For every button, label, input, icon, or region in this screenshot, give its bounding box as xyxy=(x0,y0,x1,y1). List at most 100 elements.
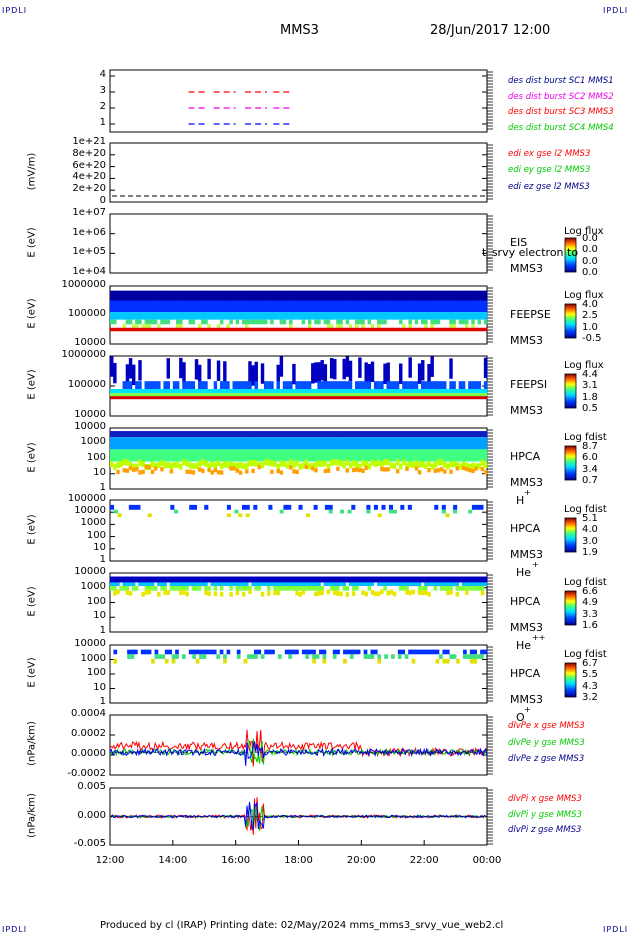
spectrogram-cell xyxy=(363,654,368,659)
spectrogram-cell xyxy=(144,582,148,586)
spectrogram-cell xyxy=(251,300,255,313)
spectrogram-cell xyxy=(216,324,221,328)
spectrogram-cell xyxy=(446,312,450,320)
spectrogram-cell xyxy=(270,576,274,583)
spectrogram-cell xyxy=(201,381,205,389)
spectrogram-cell xyxy=(355,290,359,301)
spectrogram-cell xyxy=(367,585,372,591)
spectrogram-cell xyxy=(392,576,397,583)
spectrogram-cell xyxy=(197,364,202,386)
spectrogram-cell xyxy=(317,327,321,332)
spectrogram-cell xyxy=(339,312,343,320)
spectrogram-cell xyxy=(219,290,224,301)
spectrogram-cell xyxy=(449,393,453,397)
p5-spacecraft: MMS3 xyxy=(510,404,543,417)
spectrogram-cell xyxy=(166,449,170,462)
spectrogram-cell xyxy=(414,319,419,325)
spectrogram-cell xyxy=(452,396,456,400)
spectrogram-cell xyxy=(204,431,208,438)
spectrogram-cell xyxy=(172,381,177,389)
gradient-trace xyxy=(109,738,488,765)
spectrogram-cell xyxy=(304,576,309,583)
spectrogram-cell xyxy=(128,312,133,320)
spectrogram-cell xyxy=(282,312,287,320)
spectrogram-cell xyxy=(301,582,306,586)
spectrogram-cell xyxy=(147,324,152,328)
spectrogram-cell xyxy=(131,300,136,313)
spectrogram-cell xyxy=(443,312,447,320)
spectrogram-cell xyxy=(458,381,463,389)
spectrogram-cell xyxy=(424,590,428,595)
spectrogram-cell xyxy=(336,466,340,471)
spectrogram-cell xyxy=(283,504,288,510)
spectrogram-cell xyxy=(147,449,152,462)
spectrogram-cell xyxy=(388,504,394,510)
spectrogram-cell xyxy=(483,437,488,450)
p10-ytick-label: -0.0002 xyxy=(67,768,106,779)
spectrogram-cell xyxy=(260,576,265,583)
spectrogram-cell xyxy=(122,468,127,473)
spectrogram-cell xyxy=(351,576,356,583)
spectrogram-cell xyxy=(373,504,378,510)
spectrogram-cell xyxy=(144,464,148,470)
spectrogram-cell xyxy=(377,324,381,328)
spectrogram-cell xyxy=(336,290,340,301)
spectrogram-cell xyxy=(169,290,174,301)
spectrogram-cell xyxy=(125,468,130,473)
spectrogram-cell xyxy=(399,319,403,325)
spectrogram-cell xyxy=(465,466,469,472)
spectrogram-cell xyxy=(226,396,230,400)
spectrogram-cell xyxy=(284,649,289,655)
spectrogram-cell xyxy=(342,327,346,332)
spectrogram-cell xyxy=(323,396,328,400)
spectrogram-cell xyxy=(279,290,284,301)
spectrogram-cell xyxy=(355,389,359,394)
spectrogram-cell xyxy=(392,431,397,438)
spectrogram-cell xyxy=(226,324,230,328)
spectrogram-cell xyxy=(483,470,488,475)
spectrogram-cell xyxy=(402,300,406,313)
spectrogram-cell xyxy=(471,449,475,462)
spectrogram-cell xyxy=(204,327,208,332)
spectrogram-cell xyxy=(119,576,123,583)
spectrogram-cell xyxy=(110,300,114,313)
p7-colorbar-tick: 3.0 xyxy=(582,535,598,547)
p6-ylabel: E (eV) xyxy=(26,441,38,473)
spectrogram-cell xyxy=(311,585,315,591)
spectrogram-cell xyxy=(411,449,416,462)
spectrogram-cell xyxy=(395,431,400,438)
spectrogram-cell xyxy=(289,465,293,470)
spectrogram-cell xyxy=(345,356,350,377)
spectrogram-cell xyxy=(157,396,161,400)
spectrogram-cell xyxy=(207,467,211,473)
spectrogram-cell xyxy=(345,393,350,397)
spectrogram-cell xyxy=(468,396,472,400)
spectrogram-cell xyxy=(132,504,137,510)
spectrogram-cell xyxy=(232,300,236,313)
spectrogram-cell xyxy=(345,459,350,466)
spectrogram-cell xyxy=(377,300,381,313)
spectrogram-cell xyxy=(443,389,447,394)
spectrogram-cell xyxy=(226,327,230,332)
spectrogram-cell xyxy=(241,449,246,462)
spectrogram-cell xyxy=(216,393,221,397)
spectrogram-cell xyxy=(172,576,177,583)
spectrogram-cell xyxy=(433,437,438,450)
spectrogram-cell xyxy=(128,431,133,438)
spectrogram-cell xyxy=(273,585,277,591)
spectrogram-cell xyxy=(421,649,426,655)
spectrogram-cell xyxy=(449,327,453,332)
spectrogram-cell xyxy=(348,449,353,462)
spectrogram-cell xyxy=(386,362,390,383)
p3-colorbar-tick: 0.0 xyxy=(582,267,598,278)
spectrogram-cell xyxy=(219,327,224,332)
spectrogram-cell xyxy=(289,396,293,400)
spectrogram-cell xyxy=(439,389,444,394)
spectrogram-cell xyxy=(251,459,255,466)
spectrogram-cell xyxy=(311,312,315,320)
spectrogram-cell xyxy=(430,582,434,586)
spectrogram-cell xyxy=(446,582,450,586)
spectrogram-cell xyxy=(157,462,161,469)
spectrogram-cell xyxy=(141,431,145,438)
spectrogram-cell xyxy=(260,437,265,450)
